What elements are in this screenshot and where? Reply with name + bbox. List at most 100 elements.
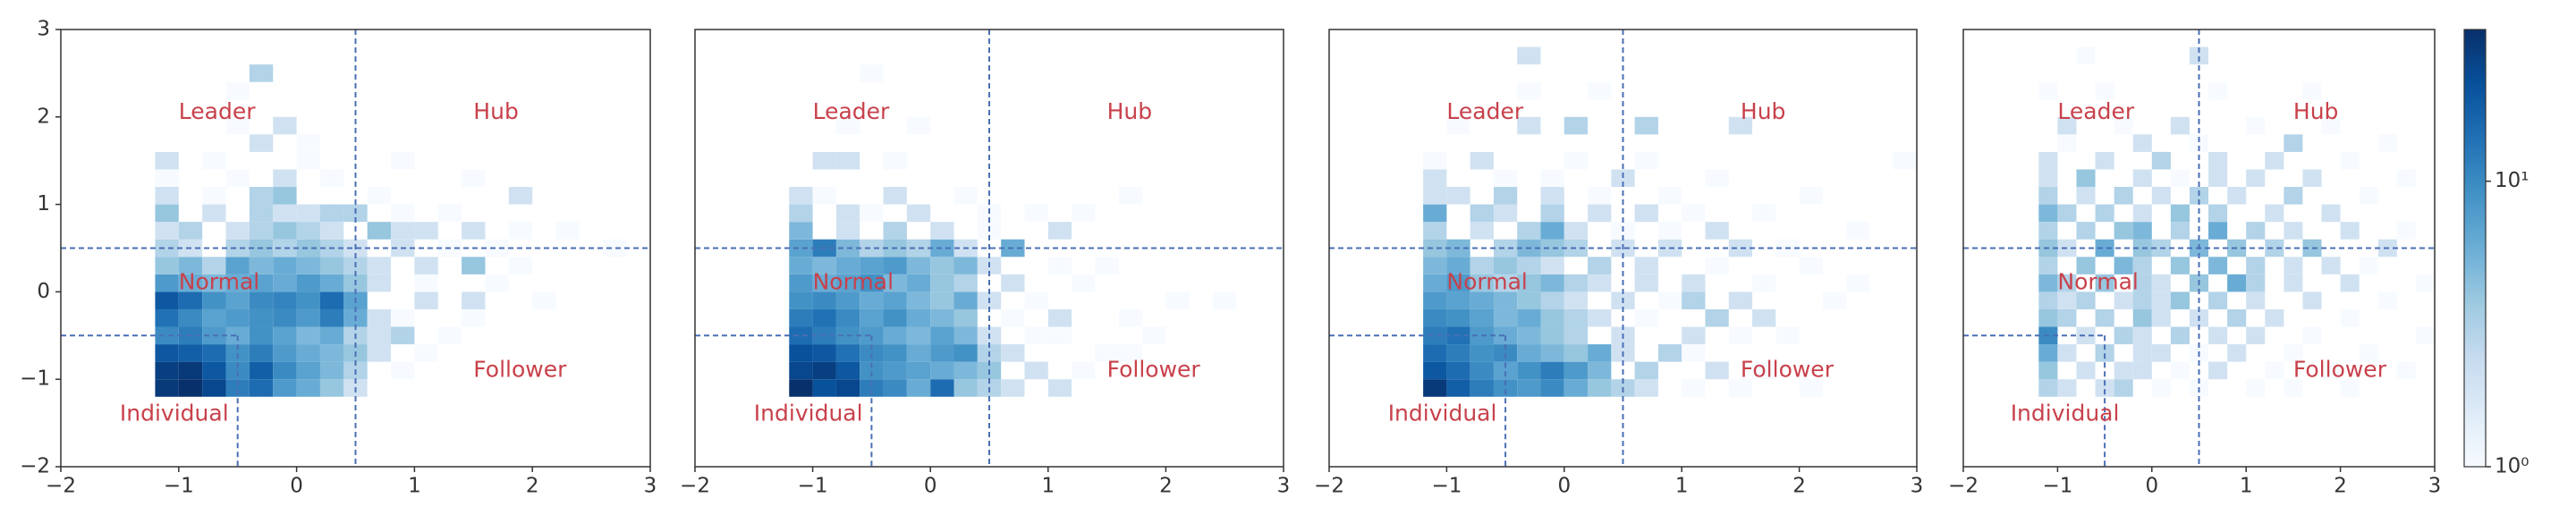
- heat-cell: [930, 361, 954, 380]
- heat-cell: [1470, 361, 1494, 380]
- heat-cell: [1423, 187, 1447, 205]
- colorbar-band: [2464, 288, 2486, 292]
- heat-cell: [1634, 274, 1658, 292]
- heat-cell: [1517, 291, 1541, 309]
- heat-cell: [319, 379, 344, 397]
- heat-cell: [835, 291, 860, 309]
- heat-cell: [2208, 222, 2228, 240]
- heat-cell: [1775, 326, 1800, 345]
- heat-cell: [953, 257, 978, 274]
- colorbar-band: [2464, 88, 2486, 92]
- heat-cell: [414, 274, 438, 292]
- colorbar-band: [2464, 360, 2486, 366]
- heat-cell: [2208, 204, 2228, 223]
- heat-cell: [1540, 361, 1564, 380]
- heat-cell: [178, 257, 203, 274]
- heat-cell: [249, 134, 274, 152]
- heat-cell: [2038, 151, 2058, 170]
- heat-cell: [1446, 308, 1470, 327]
- heat-cell: [930, 257, 954, 274]
- heat-cell: [2132, 291, 2152, 309]
- heat-cell: [2038, 81, 2058, 100]
- heat-cell: [391, 326, 415, 345]
- heat-cell: [555, 222, 580, 240]
- heat-cell: [2284, 134, 2303, 152]
- heat-cell: [812, 344, 836, 362]
- heat-cell: [1634, 204, 1658, 223]
- annotation: Follower: [1107, 356, 1201, 382]
- heat-cell: [296, 379, 320, 397]
- colorbar-band: [2464, 309, 2486, 315]
- heat-cell: [860, 274, 884, 292]
- heat-cell: [319, 222, 344, 240]
- heat-cell: [860, 361, 884, 380]
- heat-cell: [860, 257, 884, 274]
- heat-cell: [2321, 116, 2341, 135]
- heat-cell: [1705, 222, 1729, 240]
- colorbar-band: [2464, 156, 2486, 162]
- heat-cell: [2076, 257, 2096, 274]
- heat-cell: [906, 274, 931, 292]
- colorbar-band: [2464, 131, 2486, 136]
- heat-cell: [2132, 134, 2152, 152]
- heat-cell: [1493, 204, 1518, 223]
- heat-cell: [2132, 222, 2152, 240]
- heat-cell: [812, 151, 836, 170]
- heat-cell: [906, 308, 931, 327]
- colorbar-band: [2464, 123, 2486, 129]
- heat-cell: [1682, 379, 1706, 397]
- heat-cell: [225, 344, 250, 362]
- heat-cell: [2095, 308, 2114, 327]
- annotation: Normal: [1446, 269, 1527, 295]
- x-tick-label: 1: [2240, 475, 2253, 498]
- heat-cell: [1705, 169, 1729, 188]
- colorbar-band: [2464, 139, 2486, 143]
- heat-cell: [2170, 116, 2190, 135]
- heat-cell: [1423, 169, 1447, 188]
- heat-cell: [1540, 239, 1564, 258]
- heat-cell: [1024, 326, 1048, 345]
- heat-cell: [296, 361, 320, 380]
- colorbar-band: [2464, 266, 2486, 271]
- heat-cell: [296, 308, 320, 327]
- colorbar-band: [2464, 441, 2486, 446]
- colorbar-band: [2464, 452, 2486, 457]
- heat-cell: [1072, 204, 1096, 223]
- colorbar-band: [2464, 444, 2486, 450]
- heat-cell: [1493, 239, 1518, 258]
- heat-cell: [414, 257, 438, 274]
- heat-cell: [1822, 291, 1847, 309]
- heat-cell: [2132, 308, 2152, 327]
- heat-cell: [906, 344, 931, 362]
- heat-cell: [1213, 291, 1237, 309]
- colorbar-band: [2464, 284, 2486, 289]
- heat-cell: [2284, 187, 2303, 205]
- heat-cell: [273, 257, 297, 274]
- heat-cell: [1563, 116, 1589, 135]
- heat-cell: [1728, 239, 1753, 258]
- heat-cell: [1540, 222, 1564, 240]
- heat-cell: [462, 169, 486, 188]
- heat-cell: [1846, 274, 1870, 292]
- colorbar: 10⁰ 10¹: [2463, 29, 2529, 478]
- heat-cell: [2246, 116, 2266, 135]
- heat-cell: [1024, 204, 1048, 223]
- y-tick-label: 3: [37, 18, 50, 41]
- heat-cell: [155, 239, 179, 258]
- heat-cell: [508, 257, 533, 274]
- heat-cell: [296, 204, 320, 223]
- heat-cell: [1657, 222, 1682, 240]
- heat-cell: [1893, 151, 1917, 170]
- heat-cell: [883, 379, 907, 397]
- heat-cell: [2359, 344, 2378, 362]
- heat-cell: [860, 291, 884, 309]
- colorbar-band: [2464, 367, 2486, 373]
- heat-cell: [155, 274, 179, 292]
- heat-cell: [273, 169, 297, 188]
- axes-frame: [60, 29, 651, 468]
- heat-cell: [1470, 204, 1494, 223]
- heat-cell: [155, 187, 179, 205]
- heat-cell: [225, 239, 250, 258]
- colorbar-band: [2464, 153, 2486, 158]
- heat-cell: [930, 291, 954, 309]
